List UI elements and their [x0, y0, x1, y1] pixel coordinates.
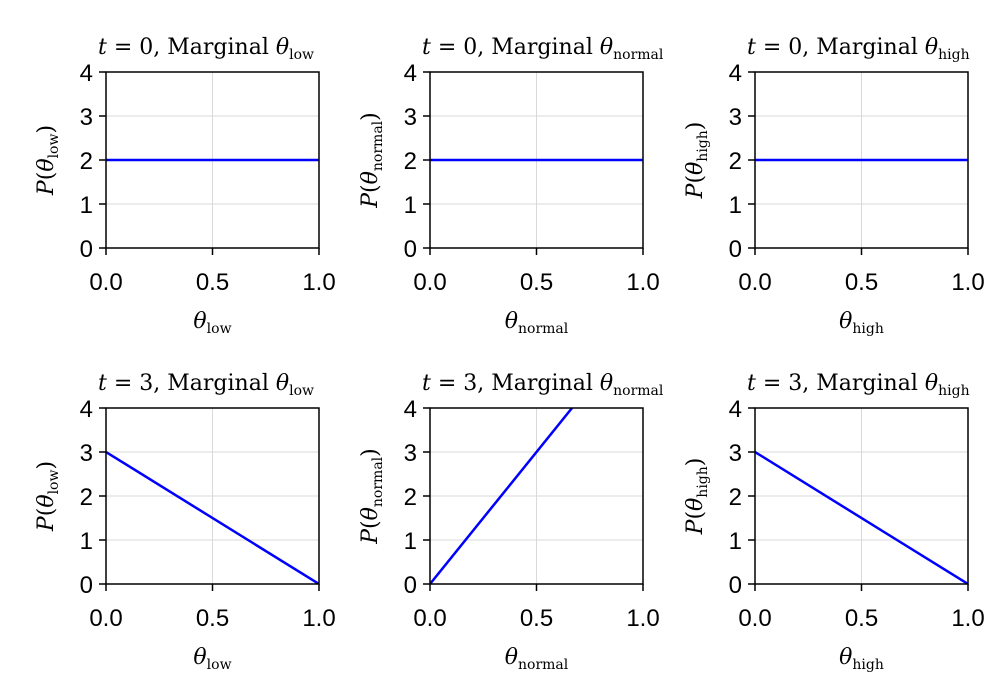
- x-tick-label: 1.0: [626, 269, 659, 296]
- y-axis-label: P(θhigh): [683, 122, 711, 200]
- x-tick-label: 0.5: [196, 269, 229, 296]
- y-tick-label: 0: [404, 572, 417, 599]
- y-tick-label: 3: [729, 104, 742, 131]
- y-tick-label: 4: [80, 396, 93, 423]
- panel-6: 0.0 0.5 1.0 0 1 2 3 4t = 3, Marginal θhigh θhigh…: [683, 371, 985, 673]
- x-axis-label: θhigh: [839, 309, 884, 337]
- y-tick-label: 4: [80, 60, 93, 87]
- y-tick-label: 1: [80, 192, 93, 219]
- y-tick-label: 1: [404, 528, 417, 555]
- y-tick-label: 3: [80, 104, 93, 131]
- y-tick-label: 4: [404, 396, 417, 423]
- panel-title: t = 3, Marginal θlow: [98, 371, 314, 399]
- y-tick-label: 3: [404, 104, 417, 131]
- panel-title: t = 0, Marginal θhigh: [747, 35, 970, 63]
- y-axis-label: P(θlow): [34, 125, 62, 196]
- y-tick-label: 0: [80, 236, 93, 263]
- y-tick-label: 1: [729, 528, 742, 555]
- y-tick-label: 3: [80, 440, 93, 467]
- panel-title: t = 0, Marginal θlow: [98, 35, 314, 63]
- y-tick-label: 4: [729, 60, 742, 87]
- x-tick-label: 1.0: [951, 269, 984, 296]
- y-axis-label: P(θhigh): [683, 458, 711, 536]
- x-tick-label: 1.0: [302, 605, 335, 632]
- x-tick-label: 0.5: [845, 269, 878, 296]
- y-tick-label: 2: [729, 484, 742, 511]
- y-tick-label: 4: [404, 60, 417, 87]
- y-tick-label: 0: [729, 572, 742, 599]
- panel-2: 0.0 0.5 1.0 0 1 2 3 4t = 0, Marginal θnormal θno…: [358, 35, 664, 337]
- x-tick-label: 1.0: [626, 605, 659, 632]
- panel-4: 0.0 0.5 1.0 0 1 2 3 4t = 3, Marginal θlow θlow P(…: [34, 371, 336, 673]
- x-axis-label: θnormal: [505, 645, 569, 673]
- x-tick-label: 0.0: [738, 605, 771, 632]
- x-tick-label: 0.0: [89, 269, 122, 296]
- y-tick-label: 2: [80, 484, 93, 511]
- panel-title: t = 3, Marginal θnormal: [422, 371, 664, 399]
- panel-title: t = 0, Marginal θnormal: [422, 35, 664, 63]
- x-tick-label: 0.5: [520, 269, 553, 296]
- y-tick-label: 1: [729, 192, 742, 219]
- series-line: [106, 450, 319, 584]
- x-tick-label: 1.0: [302, 269, 335, 296]
- x-tick-label: 0.0: [89, 605, 122, 632]
- panel-1: 0.0 0.5 1.0 0 1 2 3 4t = 0, Marginal θlow θlow P(…: [34, 35, 336, 337]
- y-tick-label: 1: [80, 528, 93, 555]
- y-tick-label: 2: [404, 148, 417, 175]
- y-tick-label: 2: [729, 148, 742, 175]
- series-line: [430, 408, 574, 584]
- x-tick-label: 0.5: [196, 605, 229, 632]
- y-tick-label: 2: [404, 484, 417, 511]
- x-tick-label: 0.0: [738, 269, 771, 296]
- x-tick-label: 1.0: [951, 605, 984, 632]
- y-tick-label: 3: [404, 440, 417, 467]
- y-tick-label: 0: [404, 236, 417, 263]
- y-tick-label: 4: [729, 396, 742, 423]
- x-tick-label: 0.5: [520, 605, 553, 632]
- x-tick-label: 0.0: [413, 269, 446, 296]
- x-axis-label: θlow: [193, 645, 231, 673]
- x-axis-label: θnormal: [505, 309, 569, 337]
- y-tick-label: 0: [80, 572, 93, 599]
- y-tick-label: 3: [729, 440, 742, 467]
- x-axis-label: θhigh: [839, 645, 884, 673]
- x-tick-label: 0.5: [845, 605, 878, 632]
- panel-5: 0.0 0.5 1.0 0 1 2 3 4t = 3, Marginal θnormal θno…: [358, 371, 664, 673]
- y-axis-label: P(θlow): [34, 461, 62, 532]
- panel-3: 0.0 0.5 1.0 0 1 2 3 4t = 0, Marginal θhigh θhigh…: [683, 35, 985, 337]
- y-axis-label: P(θnormal): [358, 112, 386, 209]
- y-axis-label: P(θnormal): [358, 448, 386, 545]
- panel-title: t = 3, Marginal θhigh: [747, 371, 970, 399]
- y-tick-label: 0: [729, 236, 742, 263]
- x-tick-label: 0.0: [413, 605, 446, 632]
- x-axis-label: θlow: [193, 309, 231, 337]
- y-tick-label: 1: [404, 192, 417, 219]
- series-line: [755, 450, 968, 584]
- y-tick-label: 2: [80, 148, 93, 175]
